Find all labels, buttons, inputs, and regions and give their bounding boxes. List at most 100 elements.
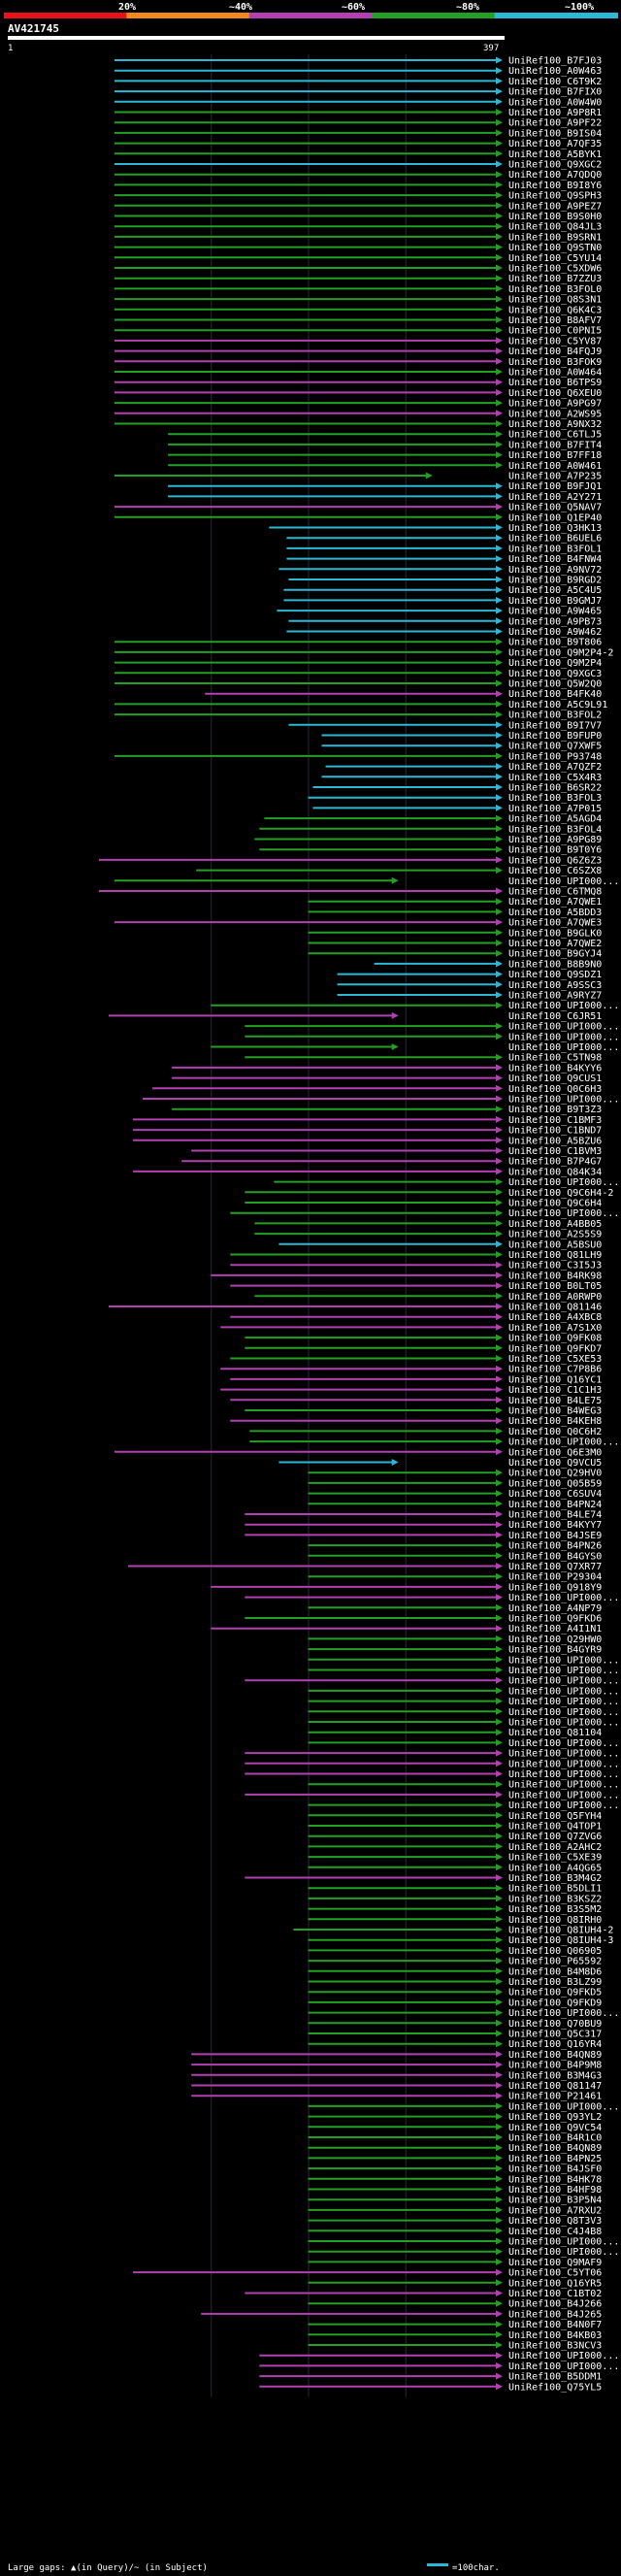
row-label[interactable]: UniRef100_Q8T3V3 xyxy=(508,2216,602,2227)
alignment-row[interactable]: UniRef100_C5XDW6 xyxy=(114,264,602,275)
alignment-row[interactable]: UniRef100_Q9FKD6 xyxy=(245,1614,602,1625)
alignment-row[interactable]: UniRef100_A9PF22 xyxy=(114,118,602,129)
row-label[interactable]: UniRef100_A2WS95 xyxy=(508,409,602,419)
row-label[interactable]: UniRef100_B3NCV3 xyxy=(508,2341,602,2352)
row-label[interactable]: UniRef100_UPI000... xyxy=(508,2247,619,2258)
alignment-row[interactable]: UniRef100_B6UEL6 xyxy=(286,534,602,545)
row-label[interactable]: UniRef100_Q0C6H2 xyxy=(508,1427,602,1437)
alignment-row[interactable]: UniRef100_C7P8B6 xyxy=(220,1365,602,1375)
row-label[interactable]: UniRef100_B8B9N0 xyxy=(508,959,602,970)
alignment-row[interactable]: UniRef100_B7FJ03 xyxy=(114,56,602,67)
row-label[interactable]: UniRef100_Q4TOP1 xyxy=(508,1822,602,1833)
alignment-row[interactable]: UniRef100_C1BT02 xyxy=(245,2289,602,2299)
alignment-row[interactable]: UniRef100_Q9FKD9 xyxy=(308,1998,603,2008)
row-label[interactable]: UniRef100_B9T3Z3 xyxy=(508,1105,602,1115)
alignment-row[interactable]: UniRef100_A9P8R1 xyxy=(114,108,602,118)
row-label[interactable]: UniRef100_A9SSC3 xyxy=(508,980,602,991)
row-label[interactable]: UniRef100_UPI000... xyxy=(508,1800,619,1811)
alignment-row[interactable]: UniRef100_A0W464 xyxy=(114,368,602,379)
alignment-row[interactable]: UniRef100_C1C1H3 xyxy=(220,1385,602,1396)
alignment-row[interactable]: UniRef100_A7QWE3 xyxy=(114,918,602,929)
alignment-row[interactable]: UniRef100_B9GLK0 xyxy=(308,928,603,939)
alignment-row[interactable]: UniRef100_B4GYR9 xyxy=(308,1645,603,1656)
row-label[interactable]: UniRef100_B4FK40 xyxy=(508,689,602,700)
row-label[interactable]: UniRef100_C3I5J3 xyxy=(508,1261,602,1271)
row-label[interactable]: UniRef100_A0W4W0 xyxy=(508,97,602,108)
row-label[interactable]: UniRef100_B3FOL4 xyxy=(508,824,602,835)
alignment-row[interactable]: UniRef100_UPI000... xyxy=(249,1437,619,1448)
alignment-row[interactable]: UniRef100_UPI000... xyxy=(143,1095,619,1106)
row-label[interactable]: UniRef100_B8AFV7 xyxy=(508,315,602,326)
alignment-row[interactable]: UniRef100_A4NP79 xyxy=(308,1603,603,1614)
row-label[interactable]: UniRef100_UPI000... xyxy=(508,2361,619,2372)
alignment-row[interactable]: UniRef100_B4J265 xyxy=(201,2309,602,2320)
alignment-row[interactable]: UniRef100_Q3HK13 xyxy=(269,523,602,534)
alignment-row[interactable]: UniRef100_P21461 xyxy=(191,2092,602,2102)
alignment-row[interactable]: UniRef100_B7FIT4 xyxy=(168,440,602,450)
alignment-row[interactable]: UniRef100_C1BVM3 xyxy=(191,1146,602,1157)
alignment-row[interactable]: UniRef100_Q81146 xyxy=(108,1303,602,1313)
row-label[interactable]: UniRef100_B4R1C0 xyxy=(508,2133,602,2144)
alignment-row[interactable]: UniRef100_C3I5J3 xyxy=(230,1261,602,1271)
alignment-row[interactable]: UniRef100_Q84K34 xyxy=(133,1167,602,1177)
alignment-row[interactable]: UniRef100_B4PN25 xyxy=(308,2154,603,2164)
row-label[interactable]: UniRef100_Q8IRH0 xyxy=(508,1915,602,1926)
alignment-row[interactable]: UniRef100_Q918Y9 xyxy=(211,1582,602,1593)
alignment-row[interactable]: UniRef100_A5BSU0 xyxy=(278,1239,602,1250)
row-label[interactable]: UniRef100_B4J265 xyxy=(508,2309,602,2320)
row-label[interactable]: UniRef100_B4KYY6 xyxy=(508,1063,602,1073)
alignment-row[interactable]: UniRef100_B3FOK9 xyxy=(114,357,602,368)
row-label[interactable]: UniRef100_B4FNW4 xyxy=(508,554,602,565)
alignment-row[interactable]: UniRef100_B7FIX0 xyxy=(114,87,602,98)
row-label[interactable]: UniRef100_Q16YC1 xyxy=(508,1374,602,1385)
row-label[interactable]: UniRef100_A5BSU0 xyxy=(508,1239,602,1250)
row-label[interactable]: UniRef100_B4JSE9 xyxy=(508,1531,602,1541)
row-label[interactable]: UniRef100_B6UEL6 xyxy=(508,534,602,545)
row-label[interactable]: UniRef100_B7ZZU3 xyxy=(508,274,602,284)
row-label[interactable]: UniRef100_B4HK78 xyxy=(508,2174,602,2185)
row-label[interactable]: UniRef100_B7FIT4 xyxy=(508,440,602,450)
row-label[interactable]: UniRef100_B7FJ03 xyxy=(508,56,602,67)
alignment-row[interactable]: UniRef100_C6T9K2 xyxy=(114,77,602,87)
row-label[interactable]: UniRef100_Q84K34 xyxy=(508,1167,602,1177)
alignment-row[interactable]: UniRef100_Q0C6H3 xyxy=(152,1084,602,1095)
alignment-row[interactable]: UniRef100_UPI000... xyxy=(308,1666,620,1676)
row-label[interactable]: UniRef100_B9I8Y6 xyxy=(508,181,602,191)
row-label[interactable]: UniRef100_B7P4G7 xyxy=(508,1157,602,1168)
row-label[interactable]: UniRef100_UPI000... xyxy=(508,1666,619,1676)
row-label[interactable]: UniRef100_C6JR51 xyxy=(508,1011,602,1022)
alignment-row[interactable]: UniRef100_Q16YC1 xyxy=(230,1374,602,1385)
row-label[interactable]: UniRef100_C5XDW6 xyxy=(508,264,602,275)
row-label[interactable]: UniRef100_Q9CUS1 xyxy=(508,1073,602,1084)
alignment-row[interactable]: UniRef100_C5YV87 xyxy=(114,336,602,347)
row-label[interactable]: UniRef100_Q0C6H3 xyxy=(508,1084,602,1095)
row-label[interactable]: UniRef100_B4LE74 xyxy=(508,1510,602,1521)
alignment-row[interactable]: UniRef100_UPI000... xyxy=(245,1032,619,1042)
alignment-row[interactable]: UniRef100_UPI000... xyxy=(308,1686,620,1697)
alignment-row[interactable]: UniRef100_Q29HW0 xyxy=(308,1635,603,1645)
row-label[interactable]: UniRef100_A7RXU2 xyxy=(508,2205,602,2216)
alignment-row[interactable]: UniRef100_B4KB03 xyxy=(308,2330,603,2341)
alignment-row[interactable]: UniRef100_A0W4W0 xyxy=(114,97,602,108)
row-label[interactable]: UniRef100_Q29HW0 xyxy=(508,1635,602,1645)
row-label[interactable]: UniRef100_A7S1X0 xyxy=(508,1323,602,1334)
row-label[interactable]: UniRef100_UPI000... xyxy=(508,1790,619,1800)
alignment-row[interactable]: UniRef100_Q93YL2 xyxy=(308,2112,603,2123)
row-label[interactable]: UniRef100_UPI000... xyxy=(508,1437,619,1448)
alignment-row[interactable]: UniRef100_B3FOL0 xyxy=(114,284,602,295)
alignment-row[interactable]: UniRef100_B9T806 xyxy=(114,638,602,648)
row-label[interactable]: UniRef100_B0LT05 xyxy=(508,1281,602,1292)
row-label[interactable]: UniRef100_B4N0F7 xyxy=(508,2320,602,2330)
alignment-row[interactable]: UniRef100_Q9CUS1 xyxy=(172,1073,602,1084)
alignment-row[interactable]: UniRef100_Q7XWF5 xyxy=(321,742,603,752)
row-label[interactable]: UniRef100_C6SUV4 xyxy=(508,1489,602,1500)
row-label[interactable]: UniRef100_Q8IUH4-3 xyxy=(508,1935,613,1946)
alignment-row[interactable]: UniRef100_C0PNI5 xyxy=(114,326,602,337)
alignment-row[interactable]: UniRef100_Q7XR77 xyxy=(128,1562,602,1572)
row-label[interactable]: UniRef100_B3KSZ2 xyxy=(508,1894,602,1904)
row-label[interactable]: UniRef100_UPI000... xyxy=(508,1655,619,1666)
row-label[interactable]: UniRef100_Q7ZVG6 xyxy=(508,1832,602,1842)
row-label[interactable]: UniRef100_A4QG65 xyxy=(508,1863,602,1873)
row-label[interactable]: UniRef100_B3LZ99 xyxy=(508,1977,602,1988)
row-label[interactable]: UniRef100_UPI000... xyxy=(508,1718,619,1729)
